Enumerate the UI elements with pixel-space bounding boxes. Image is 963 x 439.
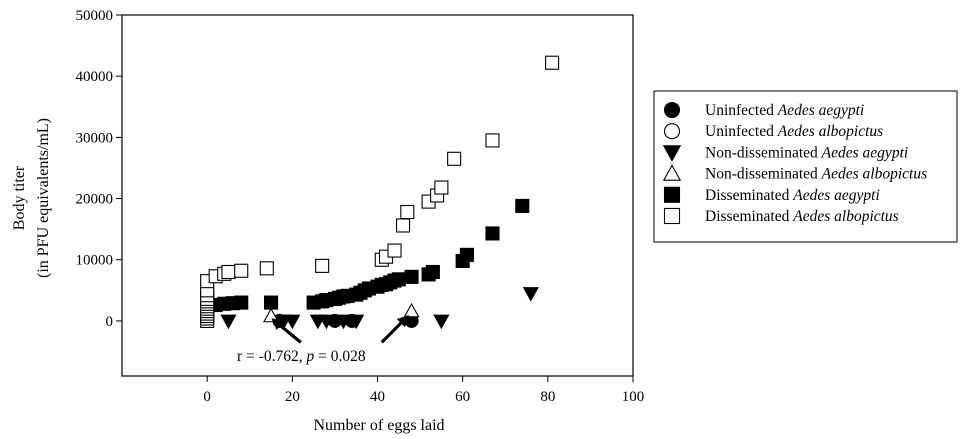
legend-label-plain: Disseminated xyxy=(705,187,793,204)
data-point xyxy=(485,133,500,148)
x-tick-label: 20 xyxy=(285,389,300,405)
data-point xyxy=(425,264,440,280)
y-axis-title-line2: (in PFU equivalents/mL) xyxy=(35,118,52,278)
x-tick-label: 100 xyxy=(622,389,645,405)
correlation-r: r = -0.762, xyxy=(237,348,306,365)
legend-entry-4: Non-disseminated Aedes albopictus xyxy=(662,164,927,183)
legend-entry-5: Disseminated Aedes aegypti xyxy=(663,186,880,204)
data-point xyxy=(545,55,560,70)
data-point xyxy=(234,295,249,310)
legend-entry-6: Disseminated Aedes albopictus xyxy=(663,207,899,225)
legend-marker xyxy=(663,101,681,119)
data-point xyxy=(284,314,301,330)
legend-label: Non-disseminated Aedes albopictus xyxy=(705,166,927,183)
y-tick-label: 20000 xyxy=(76,192,114,208)
y-tick-label: 40000 xyxy=(76,69,114,85)
data-point xyxy=(447,151,462,166)
legend-label: Disseminated Aedes albopictus xyxy=(705,208,899,225)
data-point xyxy=(318,314,335,330)
plot-area xyxy=(200,55,560,330)
legend-label-plain: Disseminated xyxy=(705,208,793,225)
legend-marker xyxy=(663,123,681,140)
data-point xyxy=(515,198,530,213)
legend-label-species: Aedes albopictus xyxy=(792,208,898,225)
data-point xyxy=(404,269,419,284)
data-point xyxy=(485,226,500,241)
x-tick-label: 80 xyxy=(540,389,555,405)
legend-label-plain: Non-disseminated xyxy=(705,166,822,183)
series-5 xyxy=(208,198,530,313)
data-point xyxy=(335,314,352,330)
data-point xyxy=(433,314,450,330)
legend-entry-1: Uninfected Aedes aegypti xyxy=(663,101,864,119)
legend-label-species: Aedes aegypti xyxy=(777,102,865,119)
correlation-p-value: = 0.028 xyxy=(314,348,366,365)
legend-label-plain: Uninfected xyxy=(705,123,778,140)
data-point xyxy=(263,295,279,310)
legend-entry-2: Uninfected Aedes albopictus xyxy=(663,123,883,140)
series-6 xyxy=(200,55,560,328)
legend-box xyxy=(653,90,958,243)
y-tick-label: 10000 xyxy=(76,253,114,269)
x-axis-title: Number of eggs laid xyxy=(313,417,444,434)
annotation-arrow xyxy=(271,318,302,344)
legend-marker xyxy=(662,164,682,181)
data-point xyxy=(234,263,249,278)
data-point xyxy=(395,218,411,233)
legend-label-species: Aedes albopictus xyxy=(821,166,927,183)
legend-marker xyxy=(663,207,681,225)
data-point xyxy=(221,264,236,280)
legend-marker xyxy=(663,186,681,203)
legend-marker xyxy=(662,145,682,162)
annotation-arrow xyxy=(380,315,409,344)
correlation-annotation: r = -0.762, p = 0.028 xyxy=(237,315,409,365)
legend-label-species: Aedes albopictus xyxy=(777,123,883,140)
data-point xyxy=(220,314,237,330)
x-tick-label: 40 xyxy=(370,389,385,405)
legend-label: Non-disseminated Aedes aegypti xyxy=(705,144,908,161)
axes: Number of eggs laid Body titer (in PFU e… xyxy=(11,8,644,434)
data-point xyxy=(391,272,406,287)
legend-label-plain: Non-disseminated xyxy=(705,144,822,161)
data-point xyxy=(459,247,474,262)
y-axis-title-line1: Body titer xyxy=(11,165,28,230)
data-point xyxy=(348,314,365,330)
data-point xyxy=(387,243,402,258)
data-point xyxy=(315,258,330,273)
y-tick-label: 0 xyxy=(106,314,114,330)
legend-label: Uninfected Aedes aegypti xyxy=(705,102,864,119)
y-tick-label: 30000 xyxy=(76,130,114,146)
legend-entry-3: Non-disseminated Aedes aegypti xyxy=(662,144,908,162)
x-tick-label: 60 xyxy=(455,389,470,405)
correlation-p-symbol: p xyxy=(305,348,314,365)
data-point xyxy=(434,180,449,195)
data-point xyxy=(400,204,415,220)
legend-label: Disseminated Aedes aegypti xyxy=(705,187,880,204)
data-point xyxy=(522,287,539,302)
legend-label-species: Aedes aegypti xyxy=(821,144,909,161)
data-point xyxy=(259,261,274,276)
legend-label-plain: Uninfected xyxy=(705,102,778,119)
x-tick-label: 0 xyxy=(203,389,211,405)
correlation-text: r = -0.762, p = 0.028 xyxy=(237,348,366,365)
data-point xyxy=(403,302,420,318)
legend-label: Uninfected Aedes albopictus xyxy=(705,123,883,140)
legend-label-species: Aedes aegypti xyxy=(792,187,880,204)
y-tick-label: 50000 xyxy=(76,8,114,24)
